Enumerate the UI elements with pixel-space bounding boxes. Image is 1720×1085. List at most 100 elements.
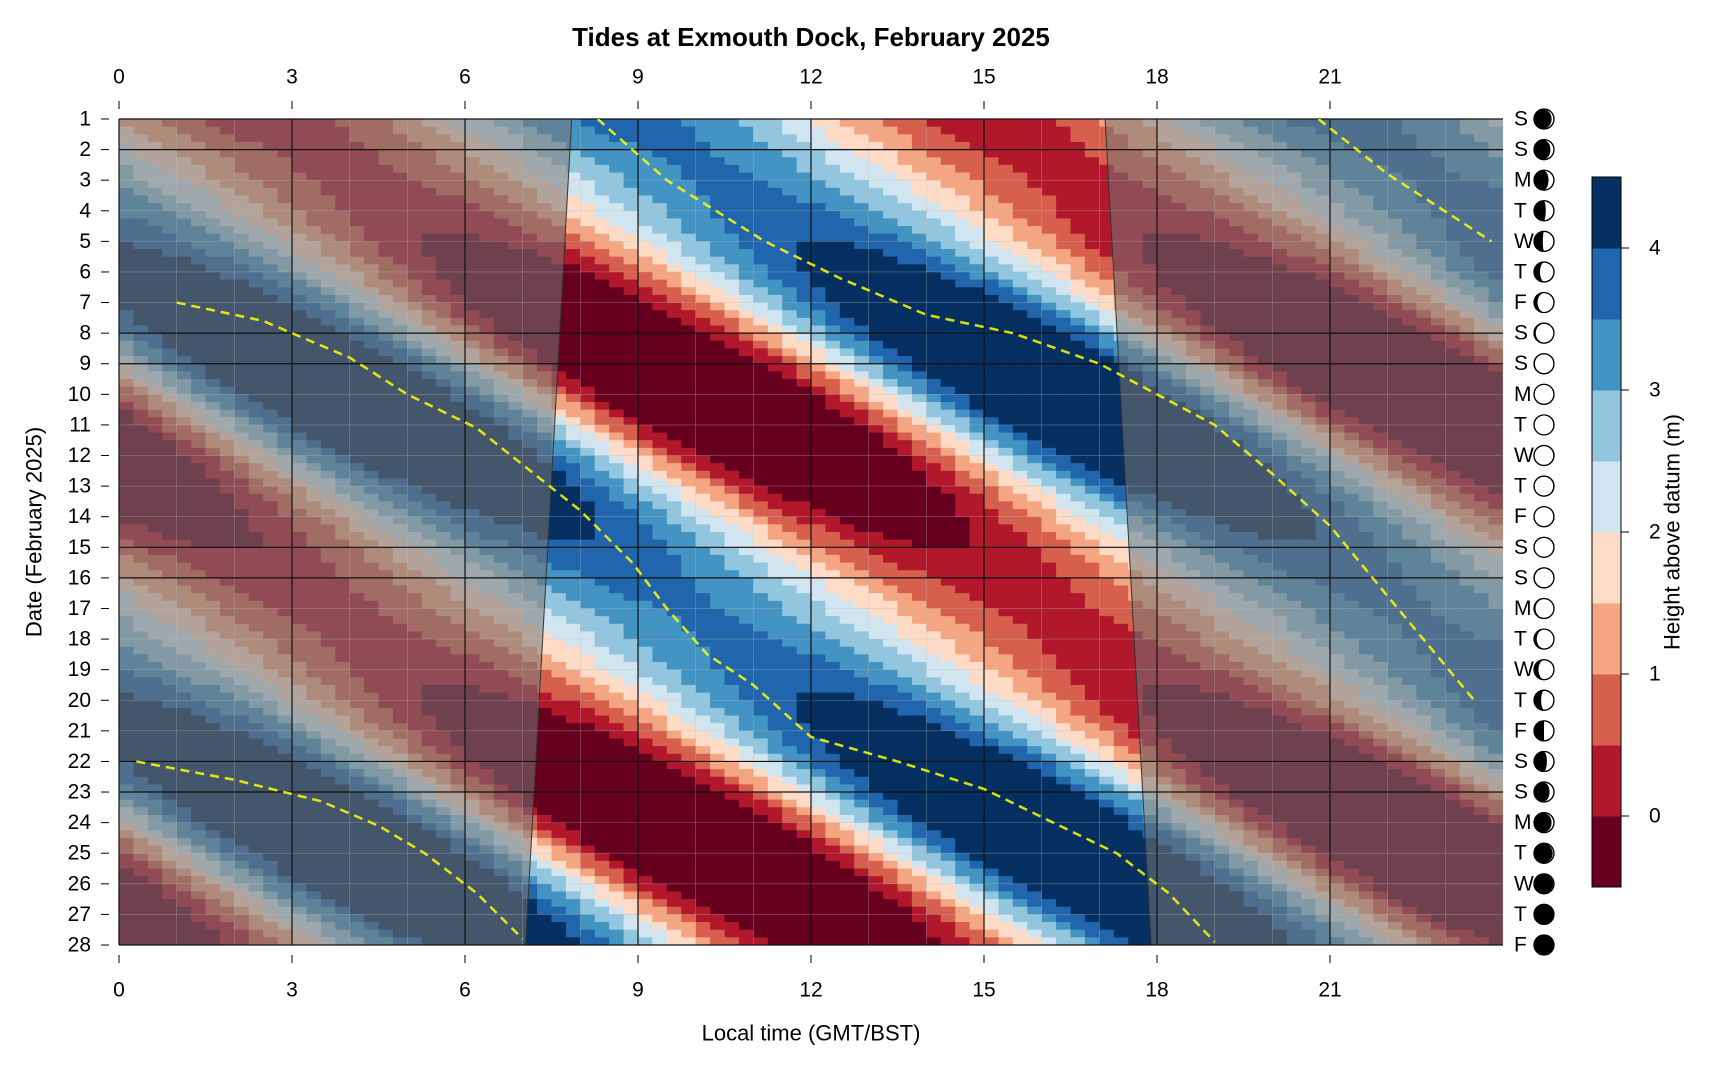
heatmap-cell	[724, 310, 740, 319]
heatmap-cell	[883, 501, 899, 510]
heatmap-cell	[926, 470, 942, 480]
heatmap-cell	[580, 486, 596, 495]
heatmap-cell	[753, 279, 769, 288]
heatmap-cell	[638, 195, 654, 204]
heatmap-cell	[551, 371, 567, 380]
heatmap-cell	[724, 470, 740, 480]
heatmap-cell	[753, 241, 769, 250]
heatmap-cell	[681, 256, 697, 265]
heatmap-cell	[594, 486, 610, 495]
heatmap-cell	[1027, 233, 1043, 242]
heatmap-cell	[955, 157, 971, 166]
heatmap-cell	[1070, 340, 1086, 350]
heatmap-cell	[609, 470, 625, 480]
heatmap-cell	[666, 424, 682, 434]
heatmap-cell	[897, 501, 913, 510]
heatmap-cell	[695, 310, 711, 319]
heatmap-cell	[1084, 463, 1100, 472]
heatmap-cell	[998, 310, 1014, 319]
heatmap-cell	[854, 226, 870, 235]
heatmap-cell	[839, 447, 855, 457]
heatmap-cell	[609, 294, 625, 304]
heatmap-cell	[998, 141, 1014, 151]
heatmap-cell	[724, 203, 740, 212]
heatmap-cell	[580, 394, 596, 403]
heatmap-cell	[609, 218, 625, 227]
heatmap-cell	[969, 447, 985, 457]
heatmap-cell	[710, 157, 726, 166]
heatmap-cell	[969, 348, 985, 357]
heatmap-cell	[1041, 325, 1057, 334]
heatmap-cell	[926, 401, 942, 411]
heatmap-cell	[767, 432, 783, 441]
heatmap-cell	[854, 302, 870, 311]
heatmap-cell	[638, 187, 654, 197]
heatmap-cell	[1099, 264, 1115, 273]
heatmap-cell	[883, 172, 899, 181]
heatmap-cell	[1070, 325, 1086, 334]
heatmap-cell	[666, 379, 682, 388]
heatmap-cell	[811, 271, 827, 281]
heatmap-cell	[565, 210, 581, 220]
heatmap-cell	[638, 401, 654, 411]
heatmap-cell	[897, 333, 913, 342]
heatmap-cell	[998, 149, 1014, 158]
heatmap-cell	[1041, 287, 1057, 296]
heatmap-cell	[609, 486, 625, 495]
heatmap-cell	[868, 302, 884, 311]
heatmap-cell	[1099, 187, 1115, 197]
heatmap-cell	[926, 333, 942, 342]
heatmap-cell	[609, 203, 625, 212]
heatmap-cell	[955, 126, 971, 135]
heatmap-cell	[681, 210, 697, 220]
heatmap-cell	[666, 317, 682, 327]
heatmap-cell	[1099, 287, 1115, 296]
heatmap-cell	[565, 417, 581, 426]
heatmap-cell	[1070, 440, 1086, 449]
heatmap-cell	[1012, 195, 1028, 204]
heatmap-cell	[1012, 333, 1028, 342]
heatmap-cell	[1041, 241, 1057, 250]
heatmap-cell	[724, 478, 740, 487]
heatmap-cell	[955, 218, 971, 227]
heatmap-cell	[609, 356, 625, 365]
heatmap-cell	[955, 455, 971, 464]
heatmap-cell	[1056, 119, 1072, 128]
heatmap-cell	[811, 172, 827, 181]
heatmap-cell	[839, 294, 855, 304]
heatmap-cell	[825, 478, 841, 487]
heatmap-cell	[594, 501, 610, 510]
heatmap-cell	[796, 424, 812, 434]
heatmap-cell	[609, 317, 625, 327]
heatmap-cell	[753, 356, 769, 365]
heatmap-cell	[854, 333, 870, 342]
heatmap-cell	[594, 172, 610, 181]
heatmap-cell	[796, 157, 812, 166]
heatmap-cell	[839, 172, 855, 181]
heatmap-cell	[998, 195, 1014, 204]
heatmap-cell	[969, 134, 985, 143]
heatmap-cell	[796, 218, 812, 227]
heatmap-cell	[767, 501, 783, 510]
heatmap-cell	[609, 501, 625, 510]
heatmap-cell	[854, 356, 870, 365]
heatmap-cell	[825, 134, 841, 143]
heatmap-cell	[854, 486, 870, 495]
heatmap-cell	[897, 134, 913, 143]
heatmap-cell	[724, 126, 740, 135]
heatmap-cell	[984, 210, 1000, 220]
heatmap-cell	[796, 195, 812, 204]
heatmap-cell	[883, 509, 899, 518]
heatmap-cell	[666, 363, 682, 372]
heatmap-cell	[782, 141, 798, 151]
heatmap-cell	[1070, 134, 1086, 143]
heatmap-cell	[998, 187, 1014, 197]
heatmap-cell	[565, 249, 581, 258]
heatmap-cell	[710, 249, 726, 258]
heatmap-cell	[897, 279, 913, 288]
heatmap-cell	[911, 233, 927, 242]
heatmap-cell	[638, 325, 654, 334]
heatmap-cell	[1056, 333, 1072, 342]
heatmap-cell	[652, 417, 668, 426]
heatmap-cell	[1056, 401, 1072, 411]
